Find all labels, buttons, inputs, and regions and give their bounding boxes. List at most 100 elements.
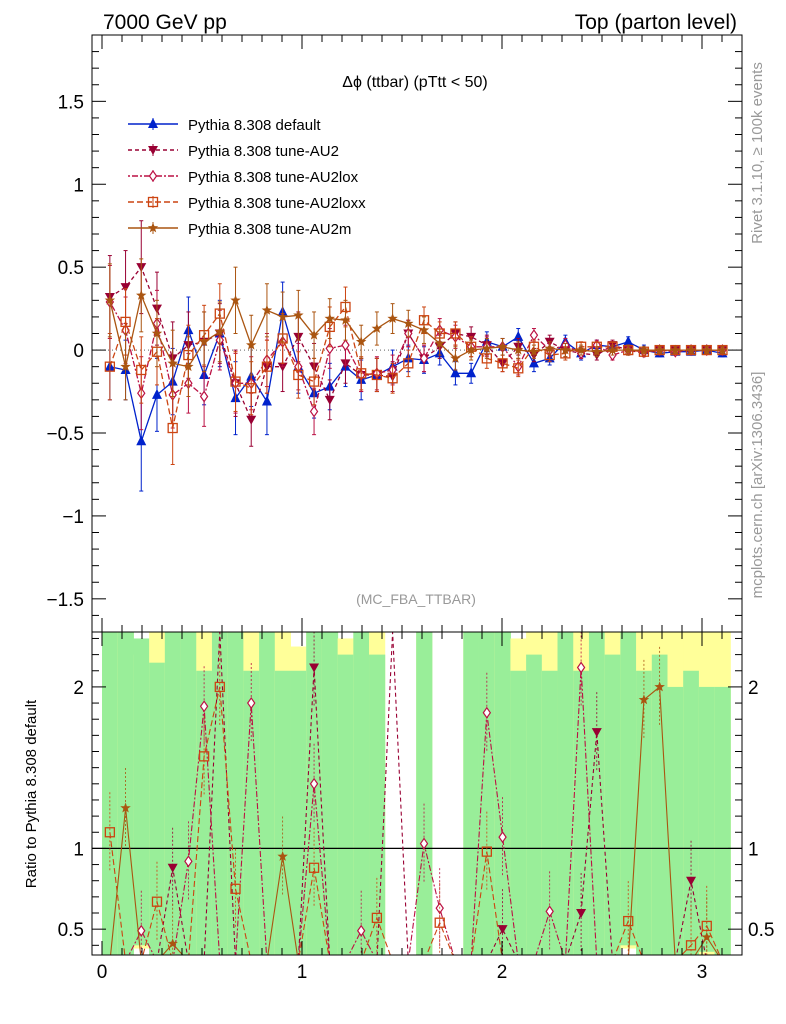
- data-point: [230, 294, 241, 305]
- main-panel: Δϕ (ttbar) (pTtt < 50) (MC_FBA_TTBAR) −1…: [46, 34, 743, 633]
- data-point: [465, 344, 477, 355]
- data-point: [293, 369, 304, 381]
- band-green: [259, 632, 276, 955]
- ytick-label: −1.5: [46, 590, 84, 611]
- ratio-point: [309, 663, 320, 673]
- data-point: [261, 304, 273, 315]
- ratio-point: [277, 851, 288, 861]
- data-point: [497, 341, 508, 352]
- band-green: [604, 654, 621, 955]
- band-green: [636, 670, 653, 955]
- data-point: [513, 330, 524, 341]
- ytick-label: −1: [62, 507, 84, 528]
- ratio-point: [686, 876, 697, 886]
- data-point: [199, 390, 209, 403]
- data-point: [529, 329, 539, 342]
- data-point: [497, 358, 508, 369]
- series-line: [109, 311, 723, 444]
- series-3: [104, 283, 728, 466]
- data-point: [136, 364, 147, 376]
- band-green: [369, 654, 386, 955]
- header-left: 7000 GeV pp: [103, 11, 227, 34]
- band-green: [588, 632, 606, 955]
- header-right: Top (parton level): [575, 11, 737, 34]
- data-point: [434, 337, 445, 348]
- band-green: [274, 670, 291, 955]
- ytick-label: 0.5: [58, 258, 84, 279]
- xtick-label: 0: [97, 962, 108, 983]
- data-point: [670, 344, 681, 355]
- band-green: [353, 632, 370, 955]
- series-line: [109, 265, 723, 422]
- band-green: [133, 638, 150, 946]
- ratio-point: [498, 831, 507, 844]
- ytick-label-right: 1: [748, 839, 759, 860]
- band-green: [698, 686, 716, 952]
- data-point: [341, 339, 350, 352]
- ratio-point: [214, 681, 225, 693]
- band-green: [683, 670, 700, 955]
- ratio-point: [198, 751, 210, 762]
- band-green: [557, 632, 574, 955]
- xtick-label: 1: [297, 962, 308, 983]
- legend-label: Pythia 8.308 default: [188, 117, 321, 134]
- band-green: [416, 632, 433, 955]
- band-green: [337, 654, 354, 955]
- data-point: [371, 369, 383, 381]
- ratio-point: [497, 925, 508, 935]
- data-point: [324, 395, 335, 405]
- ratio-point: [591, 728, 602, 738]
- data-point: [355, 336, 367, 347]
- ytick-label: 1.5: [58, 92, 84, 113]
- main-title: Δϕ (ttbar) (pTtt < 50): [342, 74, 487, 91]
- band-green: [463, 632, 480, 955]
- data-point: [120, 361, 131, 372]
- rivet-label: Rivet 3.1.10, ≥ 100k events: [749, 62, 766, 244]
- series-line: [109, 301, 723, 414]
- data-point: [246, 383, 257, 394]
- ratio-point: [654, 681, 665, 692]
- ratio-point: [545, 905, 554, 918]
- series-line: [109, 305, 723, 429]
- data-point: [104, 361, 116, 372]
- ratio-point: [199, 700, 209, 713]
- data-point: [575, 344, 587, 355]
- data-point: [560, 344, 571, 355]
- data-point: [685, 344, 697, 355]
- ratio-line: [128, 667, 598, 955]
- band-green: [714, 686, 731, 955]
- ytick-label: 0.5: [58, 920, 84, 941]
- band-green: [494, 632, 511, 955]
- data-point: [136, 435, 147, 446]
- series-0: [104, 281, 728, 492]
- data-point: [261, 361, 273, 372]
- ytick-label: −0.5: [46, 424, 84, 445]
- ratio-line: [109, 686, 721, 955]
- data-point: [309, 405, 319, 418]
- ratio-point: [576, 661, 586, 674]
- data-point: [325, 342, 334, 355]
- band-green: [667, 686, 684, 955]
- data-point: [717, 344, 728, 355]
- band-green: [541, 670, 559, 955]
- data-point: [513, 344, 524, 355]
- ytick-label: 1: [73, 175, 84, 196]
- watermark: (MC_FBA_TTBAR): [356, 591, 476, 607]
- data-point: [120, 283, 131, 293]
- legend-label: Pythia 8.308 tune-AU2lox: [188, 169, 359, 186]
- ratio-point: [419, 837, 429, 850]
- ratio-point: [246, 697, 256, 710]
- data-point: [356, 368, 367, 379]
- data-point: [151, 328, 163, 338]
- data-point: [607, 344, 618, 355]
- ratio-point: [104, 827, 116, 838]
- ratio-point: [701, 931, 712, 942]
- ratio-series-1: [128, 632, 598, 955]
- data-point: [544, 342, 555, 353]
- ytick-label-right: 2: [748, 678, 759, 699]
- ratio-ylabel: Ratio to Pythia 8.308 default: [23, 699, 40, 888]
- band-green: [227, 632, 244, 955]
- ratio-point: [371, 912, 383, 924]
- series-4: [104, 258, 728, 401]
- ratio-point: [309, 777, 319, 790]
